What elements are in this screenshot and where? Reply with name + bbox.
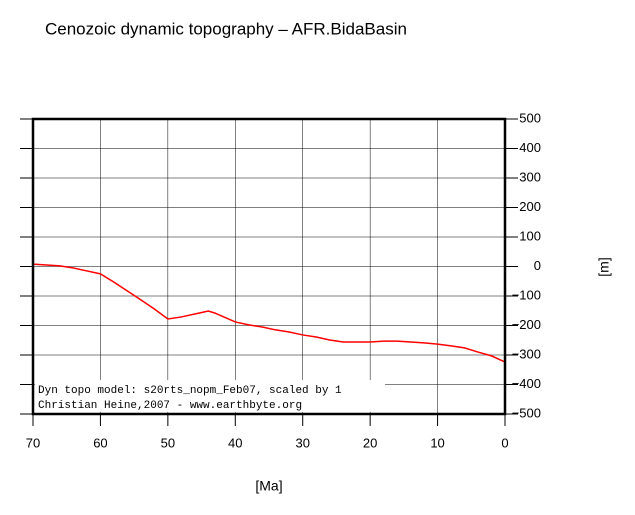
- annotation: Christian Heine,2007 - www.earthbyte.org: [38, 400, 302, 412]
- y-tick-label: −300: [512, 346, 541, 361]
- y-tick-label: −100: [512, 287, 541, 302]
- annotation: Dyn topo model: s20rts_nopm_Feb07, scale…: [38, 385, 342, 397]
- y-tick-label: −400: [512, 376, 541, 391]
- x-tick-label: 10: [430, 435, 444, 450]
- chart-title: Cenozoic dynamic topography – AFR.BidaBa…: [45, 19, 407, 38]
- y-tick-label: 400: [519, 140, 541, 155]
- x-tick-label: 70: [26, 435, 40, 450]
- x-tick-label: 50: [161, 435, 175, 450]
- y-tick-label: 0: [534, 258, 541, 273]
- y-tick-label: 500: [519, 110, 541, 125]
- frame: [31, 117, 507, 416]
- x-tick-label: 30: [295, 435, 309, 450]
- x-axis-label: [Ma]: [255, 478, 282, 494]
- y-tick-label: 200: [519, 199, 541, 214]
- x-tick-label: 60: [93, 435, 107, 450]
- y-tick-label: 100: [519, 228, 541, 243]
- y-axis-label: [m]: [596, 257, 612, 276]
- x-tick-label: 20: [363, 435, 377, 450]
- annotation-box: [35, 380, 385, 412]
- y-tick-label: −500: [512, 405, 541, 420]
- y-tick-label: 300: [519, 169, 541, 184]
- x-tick-label: 40: [228, 435, 242, 450]
- data-line: [32, 263, 506, 363]
- x-tick-label: 0: [501, 435, 508, 450]
- y-tick-label: −200: [512, 317, 541, 332]
